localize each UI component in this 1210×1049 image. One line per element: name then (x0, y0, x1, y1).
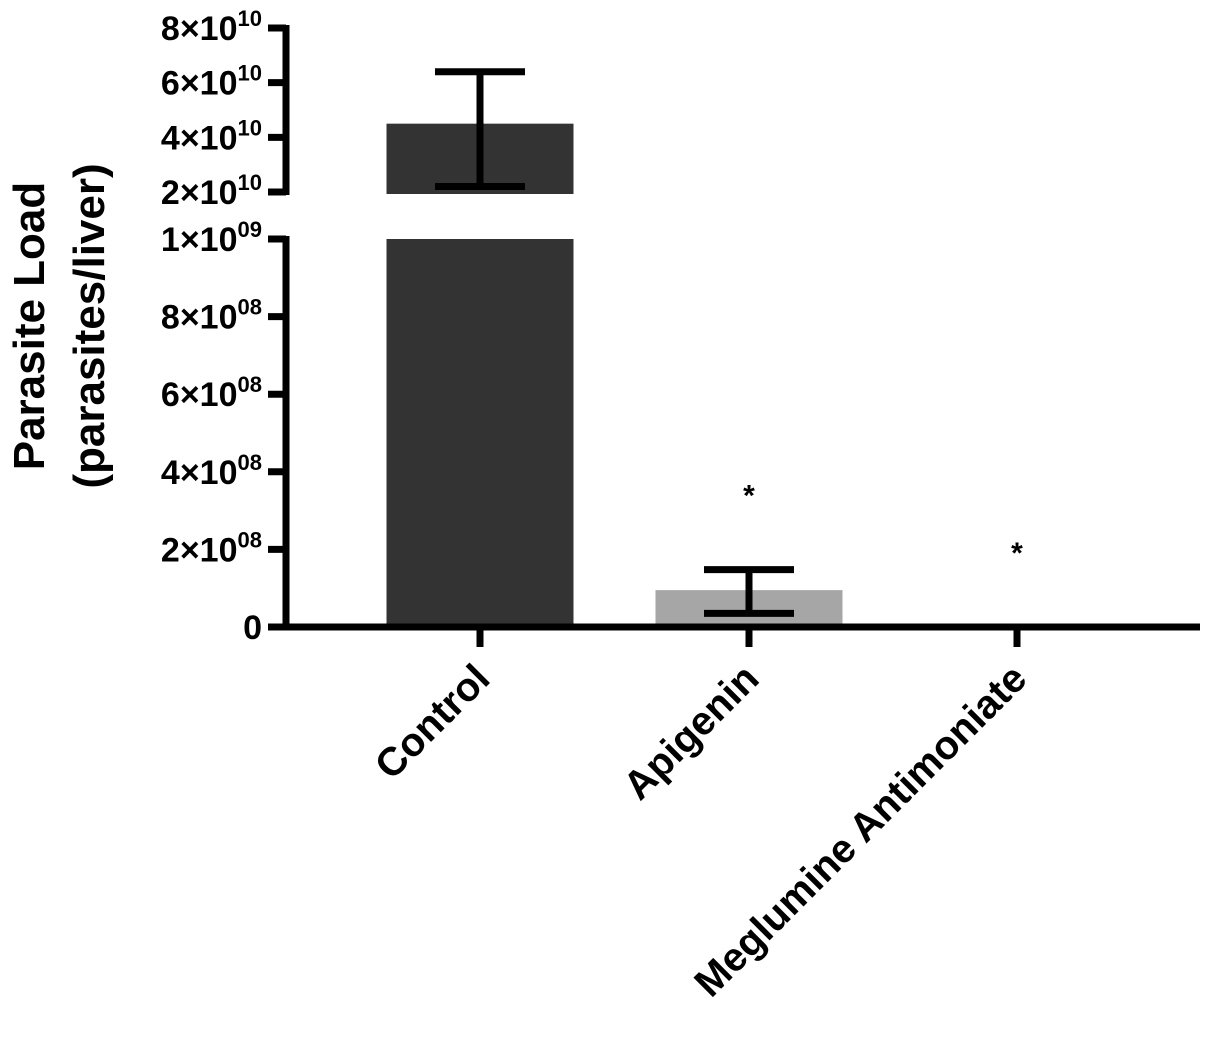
y-tick-lower-label: 4×1008 (161, 450, 262, 492)
tick-exponent: 08 (238, 295, 262, 320)
tick-exponent: 10 (238, 61, 262, 86)
y-tick-upper-label: 4×1010 (161, 115, 262, 157)
error-bar-control (435, 68, 525, 191)
error-bar-apigenin (704, 566, 794, 617)
tick-exponent: 08 (238, 527, 262, 552)
y-tick-lower-label: 6×1008 (161, 372, 262, 414)
tick-exponent: 08 (238, 450, 262, 475)
tick-exponent: 08 (238, 372, 262, 397)
significance-marker: * (1011, 537, 1023, 570)
significance-marker: * (743, 480, 755, 513)
y-tick-lower-label: 1×1009 (161, 217, 262, 259)
tick-exponent: 10 (238, 115, 262, 140)
y-axis-title: Parasite Load (parasites/liver) (5, 163, 114, 488)
y-tick-lower-label: 2×1008 (161, 527, 262, 569)
x-tick-label-apigenin: Apigenin (615, 656, 767, 808)
y-tick-lower-label: 8×1008 (161, 295, 262, 337)
bar-lower-control (386, 239, 574, 627)
error-bars-layer (435, 68, 794, 617)
tick-exponent: 09 (238, 217, 262, 242)
tick-exponent: 10 (238, 170, 262, 195)
axes-layer (268, 24, 1200, 647)
y-tick-upper-label: 2×1010 (161, 170, 262, 212)
y-tick-upper-label: 8×1010 (161, 6, 262, 48)
y-tick-lower-label: 0 (243, 609, 262, 647)
tick-exponent: 10 (238, 6, 262, 31)
x-tick-label-control: Control (367, 656, 499, 788)
y-axis-title-line2: (parasites/liver) (65, 163, 114, 488)
y-axis-title-line1: Parasite Load (5, 182, 54, 471)
significance-markers: ** (743, 480, 1023, 570)
y-tick-labels: 0 2×1008 4×1008 6×1008 8×1008 1×1009 2×1010 4×1… (161, 6, 262, 647)
y-tick-upper-label: 6×1010 (161, 61, 262, 103)
bars-layer (386, 123, 843, 627)
